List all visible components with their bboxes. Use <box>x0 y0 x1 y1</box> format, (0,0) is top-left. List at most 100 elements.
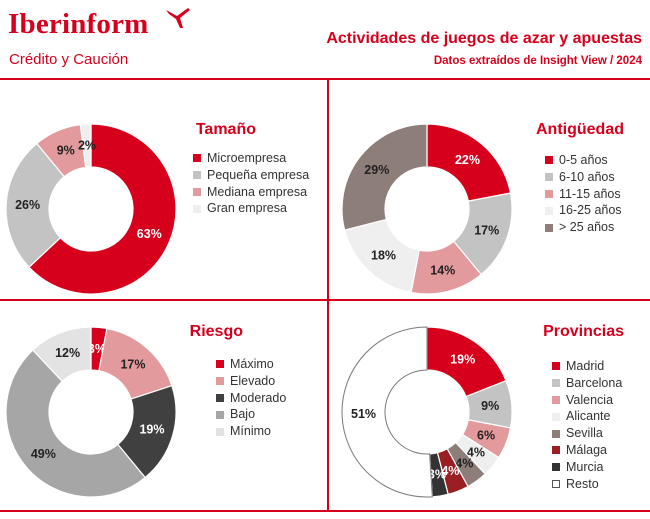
page-subtitle: Datos extraídos de Insight View / 2024 <box>433 55 642 67</box>
legend-item-gran-empresa: Gran empresa <box>193 200 309 217</box>
legend-label: Resto <box>566 476 599 491</box>
data-label-malaga: 4% <box>441 464 459 478</box>
legend-label: > 25 años <box>559 220 615 235</box>
panel-title-tamano: Tamaño <box>195 121 256 138</box>
legend-item-6-10-anos: 6-10 años <box>545 169 622 186</box>
legend-item-resto: Resto <box>552 476 622 493</box>
legend-swatch <box>552 479 560 488</box>
legend-swatch <box>545 173 553 182</box>
legend-label: 11-15 años <box>559 186 621 201</box>
legend-label: Mediana empresa <box>207 184 308 199</box>
header-divider <box>0 78 650 80</box>
logo-subtitle: Crédito y Caución <box>9 51 129 68</box>
data-label-16-25-anos: 18% <box>371 248 396 262</box>
legend-label: Madrid <box>566 359 605 373</box>
legend-label: Murcia <box>566 459 604 474</box>
legend-item-mediana-empresa: Mediana empresa <box>193 184 309 201</box>
legend-item-minimo: Mínimo <box>216 423 286 440</box>
data-label-moderado: 19% <box>139 423 164 437</box>
data-label-barcelona: 9% <box>481 399 499 413</box>
data-label-minimo: 12% <box>55 346 80 360</box>
slice-resto <box>341 326 433 498</box>
panel-title-provincias: Provincias <box>543 323 624 340</box>
data-label-bajo: 49% <box>31 447 56 461</box>
slice-microempresa <box>28 123 177 295</box>
legend-item-malaga: Málaga <box>552 442 622 459</box>
legend-item-murcia: Murcia <box>552 459 622 476</box>
legend-item-16-25-anos: 16-25 años <box>545 202 622 219</box>
legend-item-elevado: Elevado <box>216 373 286 390</box>
legend-item-11-15-anos: 11-15 años <box>545 186 622 203</box>
legend-item-moderado: Moderado <box>216 390 286 407</box>
legend-label: Barcelona <box>566 375 623 390</box>
donut-chart-riesgo: 3% 17% 19% 49% 12% <box>5 326 177 498</box>
legend-label: Málaga <box>566 442 607 457</box>
legend-item-0-5-anos: 0-5 años <box>545 152 622 169</box>
legend-swatch <box>552 463 560 472</box>
legend-label: Pequeña empresa <box>207 167 310 182</box>
panel-title-riesgo: Riesgo <box>189 323 243 340</box>
legend-swatch <box>552 362 560 371</box>
legend-swatch <box>545 156 553 165</box>
slice-25-anos <box>341 123 428 231</box>
legend-item-sevilla: Sevilla <box>552 425 622 442</box>
legend-swatch <box>545 223 553 232</box>
data-label-maximo: 3% <box>88 342 106 356</box>
legend-item-barcelona: Barcelona <box>552 375 622 392</box>
data-label-mediana-empresa: 9% <box>57 144 75 158</box>
data-label-sevilla: 4% <box>455 456 473 470</box>
donut-chart-provincias: 19%9%6%4%4%4%3%51% <box>341 326 513 498</box>
middle-divider <box>0 299 650 301</box>
donut-chart-antiguedad: 22% 17% 14% 18% 29% <box>341 123 513 295</box>
legend-swatch <box>545 206 553 215</box>
legend-item-bajo: Bajo <box>216 406 286 423</box>
legend-tamano: Microempresa Pequeña empresa Mediana empre… <box>193 150 309 217</box>
legend-item-alicante: Alicante <box>552 408 622 425</box>
data-label-gran-empresa: 2% <box>78 139 96 153</box>
legend-label: Moderado <box>230 390 287 405</box>
legend-swatch <box>193 171 201 180</box>
data-label-0-5-anos: 22% <box>455 153 480 167</box>
legend-swatch <box>552 429 560 438</box>
legend-item-25-anos: > 25 años <box>545 219 622 236</box>
legend-swatch <box>193 204 201 213</box>
legend-label: Mínimo <box>230 424 271 439</box>
legend-label: 6-10 años <box>559 169 615 184</box>
legend-provincias: Madrid Barcelona Valencia Alicante Sevilla Má… <box>552 358 622 492</box>
legend-label: Alicante <box>566 409 611 424</box>
legend-swatch <box>552 395 560 404</box>
legend-antiguedad: 0-5 años 6-10 años 11-15 años 16-25 años > 2… <box>545 152 622 236</box>
slice-0-5-anos <box>426 123 512 202</box>
logo-text: Iberinform <box>8 8 149 40</box>
data-label-madrid: 19% <box>450 352 475 366</box>
legend-item-madrid: Madrid <box>552 358 622 375</box>
slice-minimo <box>31 326 92 383</box>
legend-swatch <box>193 187 201 196</box>
legend-swatch <box>552 446 560 455</box>
legend-swatch <box>216 393 224 402</box>
slice-bajo <box>5 349 147 498</box>
panel-title-antiguedad: Antigüedad <box>536 121 624 138</box>
data-label-11-15-anos: 14% <box>430 264 455 278</box>
legend-swatch <box>216 360 224 369</box>
legend-swatch <box>216 427 224 436</box>
legend-swatch <box>216 410 224 419</box>
data-label-pequena-empresa: 26% <box>15 198 40 212</box>
data-label-microempresa: 63% <box>137 227 162 241</box>
slice-gran-empresa <box>79 123 92 169</box>
legend-swatch <box>216 377 224 386</box>
data-label-alicante: 4% <box>467 445 485 459</box>
data-label-murcia: 3% <box>428 468 446 482</box>
vertical-divider <box>327 78 329 510</box>
legend-item-maximo: Máximo <box>216 356 286 373</box>
data-label-25-anos: 29% <box>364 163 389 177</box>
data-label-valencia: 6% <box>477 428 495 442</box>
legend-label: 0-5 años <box>559 153 608 167</box>
bottom-divider <box>0 510 650 512</box>
data-label-elevado: 17% <box>120 357 145 371</box>
legend-label: Sevilla <box>566 426 603 441</box>
legend-swatch <box>193 154 201 163</box>
legend-label: 16-25 años <box>559 203 622 218</box>
data-label-6-10-anos: 17% <box>474 224 499 238</box>
page-title: Actividades de juegos de azar y apuestas <box>326 30 642 47</box>
